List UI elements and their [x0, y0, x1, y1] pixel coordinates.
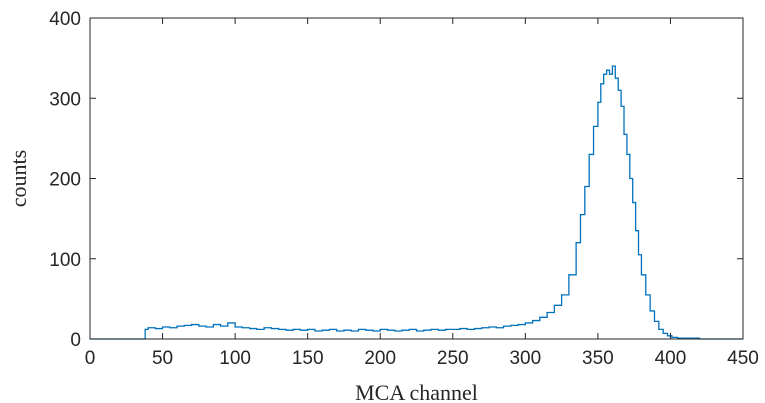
x-tick-label: 150 [292, 348, 324, 369]
tick-layer: 0 50 100 150 200 250 300 350 400 450 0 100 200 300 400 [49, 9, 759, 369]
x-tick-label: 0 [85, 348, 96, 369]
x-tick-label: 250 [437, 348, 469, 369]
x-tick-label: 450 [727, 348, 759, 369]
series-line-1 [90, 65, 743, 340]
x-axis-title: MCA channel [355, 380, 478, 403]
y-tick-label: 300 [49, 89, 81, 110]
y-tick-label: 100 [49, 250, 81, 271]
y-tick-label: 400 [49, 9, 81, 30]
y-tick-label: 200 [49, 170, 81, 191]
y-axis-title: counts [6, 150, 31, 207]
series-layer [90, 65, 743, 340]
x-tick-label: 400 [655, 348, 687, 369]
x-tick-label: 100 [219, 348, 251, 369]
y-tick-label: 0 [70, 330, 81, 351]
x-tick-label: 350 [582, 348, 614, 369]
x-tick-label: 200 [364, 348, 396, 369]
x-tick-label: 50 [152, 348, 173, 369]
x-tick-label: 300 [509, 348, 541, 369]
